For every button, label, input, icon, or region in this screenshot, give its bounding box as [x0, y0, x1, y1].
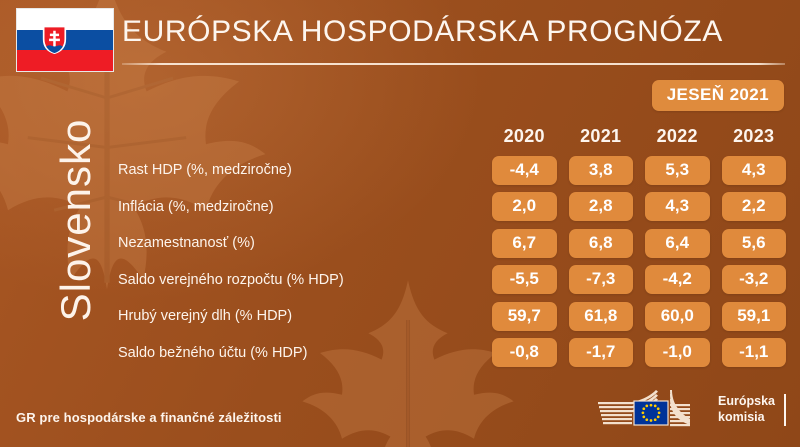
forecast-table: 2020 2021 2022 2023 Rast HDP (%, medziro… — [118, 120, 786, 371]
value-cell: 59,7 — [492, 301, 557, 331]
value-cell: -4,4 — [492, 155, 557, 185]
row-label: Inflácia (%, medziročne) — [118, 198, 274, 215]
commission-name-line1: Európska — [718, 394, 775, 409]
commission-name: Európska komisia — [718, 394, 786, 426]
row-label: Saldo verejného rozpočtu (% HDP) — [118, 271, 344, 288]
value-cell: 4,3 — [721, 155, 786, 185]
value-cell: -3,2 — [721, 265, 786, 295]
slovakia-flag — [16, 8, 114, 72]
column-header-2020: 2020 — [503, 125, 545, 146]
table-row-current-account: Saldo bežného účtu (% HDP) -0,8 -1,7 -1,… — [118, 335, 786, 372]
value-cell: 5,3 — [645, 155, 710, 185]
row-label: Nezamestnanosť (%) — [118, 235, 255, 252]
value-cell: -7,3 — [568, 265, 633, 295]
value-cell: -4,2 — [645, 265, 710, 295]
value-cell: -5,5 — [492, 265, 557, 295]
table-header-row: 2020 2021 2022 2023 — [118, 120, 786, 152]
value-cell: 59,1 — [721, 301, 786, 331]
value-cell: 5,6 — [721, 228, 786, 258]
value-cell: 61,8 — [568, 301, 633, 331]
column-header-2023: 2023 — [733, 125, 775, 146]
value-cell: -0,8 — [492, 338, 557, 368]
season-badge: JESEŇ 2021 — [651, 80, 784, 111]
value-cell: 2,0 — [492, 192, 557, 222]
table-row-inflation: Inflácia (%, medziročne) 2,0 2,8 4,3 2,2 — [118, 189, 786, 226]
row-label: Rast HDP (%, medziročne) — [118, 162, 292, 179]
title-divider — [122, 63, 785, 65]
row-label: Hrubý verejný dlh (% HDP) — [118, 308, 293, 325]
european-commission-logo: Európska komisia — [598, 387, 786, 433]
slovakia-coat-of-arms-icon — [42, 25, 67, 54]
column-header-2021: 2021 — [580, 125, 622, 146]
flag-band-red — [17, 50, 113, 71]
value-cell: 2,2 — [721, 192, 786, 222]
value-cell: -1,0 — [645, 338, 710, 368]
flag-band-white — [17, 9, 113, 30]
value-cell: -1,1 — [721, 338, 786, 368]
table-row-budget-balance: Saldo verejného rozpočtu (% HDP) -5,5 -7… — [118, 262, 786, 299]
value-cell: 6,8 — [568, 228, 633, 258]
value-cell: 6,4 — [645, 228, 710, 258]
page-title: EURÓPSKA HOSPODÁRSKA PROGNÓZA — [122, 15, 723, 48]
country-name: Slovensko — [52, 118, 99, 322]
value-cell: 2,8 — [568, 192, 633, 222]
footer-department-label: GR pre hospodárske a finančné záležitost… — [16, 410, 282, 425]
value-cell: 3,8 — [568, 155, 633, 185]
value-cell: 4,3 — [645, 192, 710, 222]
value-cell: 60,0 — [645, 301, 710, 331]
value-cell: 6,7 — [492, 228, 557, 258]
value-cell: -1,7 — [568, 338, 633, 368]
eu-flag-emblem-icon — [598, 390, 691, 427]
table-row-unemployment: Nezamestnanosť (%) 6,7 6,8 6,4 5,6 — [118, 225, 786, 262]
table-row-gross-public-debt: Hrubý verejný dlh (% HDP) 59,7 61,8 60,0… — [118, 298, 786, 335]
column-header-2022: 2022 — [656, 125, 698, 146]
row-label: Saldo bežného účtu (% HDP) — [118, 344, 308, 361]
commission-name-line2: komisia — [718, 410, 765, 424]
table-row-gdp-growth: Rast HDP (%, medziročne) -4,4 3,8 5,3 4,… — [118, 152, 786, 189]
